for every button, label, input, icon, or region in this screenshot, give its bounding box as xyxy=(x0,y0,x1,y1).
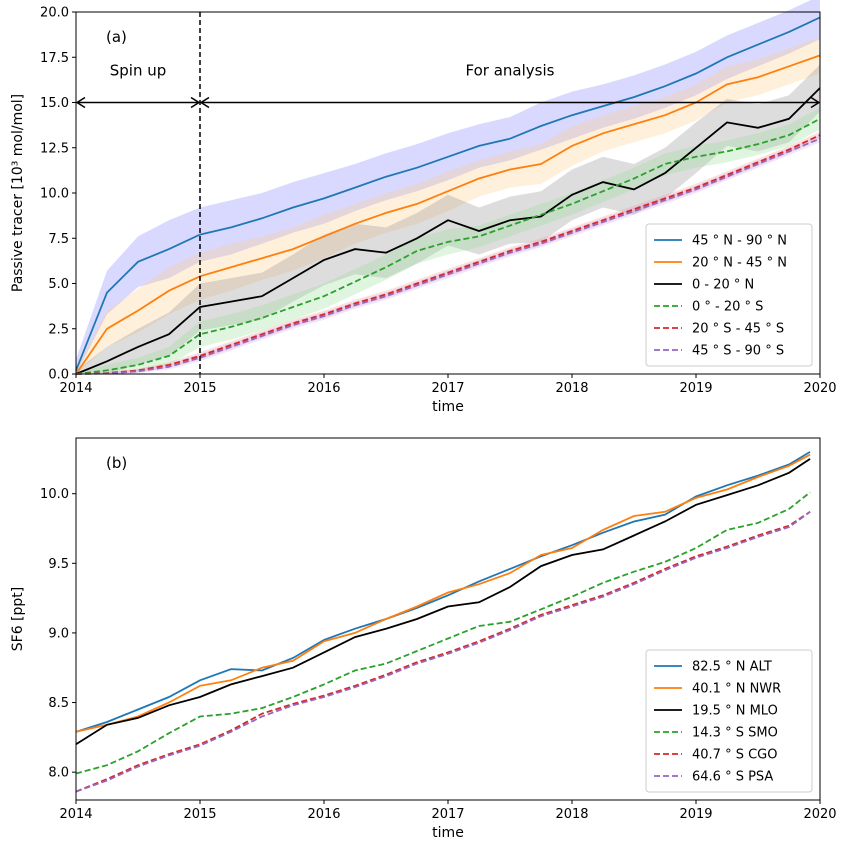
band-1 xyxy=(76,37,820,375)
legend-entry: 45 ° N - 90 ° N xyxy=(692,234,787,249)
legend-entry: 0 ° - 20 ° S xyxy=(692,300,763,315)
panel-a-xlabel: time xyxy=(432,399,464,415)
legend-entry: 40.1 ° N NWR xyxy=(692,682,781,697)
y-tick-label: 8.5 xyxy=(48,696,69,711)
legend-box xyxy=(645,223,813,367)
x-tick-label: 2015 xyxy=(183,381,216,396)
series-line-2 xyxy=(75,458,811,746)
panel-b-label: (b) xyxy=(106,454,127,472)
spin-up-annotation: Spin up xyxy=(110,61,167,79)
for-analysis-annotation: For analysis xyxy=(466,61,555,79)
arrow-head-left xyxy=(75,96,86,109)
series-line-4 xyxy=(75,511,811,793)
legend-entry: 45 ° S - 90 ° S xyxy=(692,344,784,359)
series-line-0 xyxy=(75,16,821,371)
x-tick-label: 2016 xyxy=(307,381,340,396)
legend-entry: 64.6 ° S PSA xyxy=(692,770,773,785)
panel-a-legend: 45 ° N - 90 ° N 20 ° N - 45 ° N 0 - 20 ° N… xyxy=(645,223,813,367)
y-tick-label: 12.5 xyxy=(40,141,69,156)
legend-entry: 19.5 ° N MLO xyxy=(692,704,778,719)
x-tick-label: 2017 xyxy=(431,381,464,396)
x-tick-label: 2015 xyxy=(183,807,216,822)
x-tick-label: 2014 xyxy=(59,381,92,396)
series-line-5 xyxy=(75,511,811,793)
panel-b: (b) 2014 2015 2016 2017 2018 2019 2020 8.0 8.5 9.… xyxy=(10,437,837,841)
x-tick-label: 2016 xyxy=(307,807,340,822)
y-tick-label: 9.0 xyxy=(48,626,69,641)
y-tick-label: 9.5 xyxy=(48,557,69,572)
legend-entry: 0 - 20 ° N xyxy=(692,278,754,293)
series-line-3 xyxy=(75,118,821,375)
panel-b-lines xyxy=(75,451,811,793)
x-tick-label: 2017 xyxy=(431,807,464,822)
panel-a-annotations: (a) Spin up For analysis xyxy=(75,12,821,374)
y-tick-label: 0.0 xyxy=(48,368,69,383)
panel-b-legend: 82.5 ° N ALT 40.1 ° N NWR 19.5 ° N MLO 14.3… xyxy=(645,649,813,793)
y-tick-label: 20.0 xyxy=(40,6,69,21)
series-line-0 xyxy=(75,451,811,733)
series-line-1 xyxy=(75,453,811,733)
series-line-4 xyxy=(75,134,821,375)
panel-a-ticks: 2014 2015 2016 2017 2018 2019 2020 0.0 2.5 5.0 7.5… xyxy=(40,6,837,397)
band-3 xyxy=(76,107,820,375)
series-line-5 xyxy=(75,137,821,375)
y-tick-label: 7.5 xyxy=(48,232,69,247)
series-line-2 xyxy=(75,87,821,375)
panel-b-ticks: 2014 2015 2016 2017 2018 2019 2020 8.0 8.5 9.0 9.5… xyxy=(40,487,837,822)
series-line-3 xyxy=(75,491,811,775)
arrow-head-right xyxy=(190,96,201,109)
y-tick-label: 5.0 xyxy=(48,277,69,292)
arrow-head-right xyxy=(810,96,821,109)
y-tick-label: 8.0 xyxy=(48,766,69,781)
x-tick-label: 2014 xyxy=(59,807,92,822)
panel-a-label: (a) xyxy=(106,28,127,46)
panel-b-xlabel: time xyxy=(432,825,464,841)
y-tick-label: 10.0 xyxy=(40,187,69,202)
legend-box xyxy=(645,649,813,793)
y-tick-label: 10.0 xyxy=(40,487,69,502)
legend-entry: 20 ° N - 45 ° N xyxy=(692,256,787,271)
legend-entry: 82.5 ° N ALT xyxy=(692,660,772,675)
y-tick-label: 2.5 xyxy=(48,322,69,337)
legend-entry: 40.7 ° S CGO xyxy=(692,748,777,763)
x-tick-label: 2018 xyxy=(555,381,588,396)
y-tick-label: 15.0 xyxy=(40,96,69,111)
panel-a-ylabel: Passive tracer [10³ mol/mol] xyxy=(10,94,26,292)
legend-entry: 20 ° S - 45 ° S xyxy=(692,322,784,337)
legend-entry: 14.3 ° S SMO xyxy=(692,726,778,741)
x-tick-label: 2019 xyxy=(679,381,712,396)
x-tick-label: 2019 xyxy=(679,807,712,822)
arrow-head-left xyxy=(199,96,210,109)
panel-a: (a) Spin up For analysis 2014 2015 2016 201… xyxy=(10,0,837,415)
x-tick-label: 2020 xyxy=(803,807,836,822)
x-tick-label: 2020 xyxy=(803,381,836,396)
x-tick-label: 2018 xyxy=(555,807,588,822)
panel-b-ylabel: SF6 [ppt] xyxy=(10,587,26,651)
band-0 xyxy=(76,0,820,374)
y-tick-label: 17.5 xyxy=(40,51,69,66)
